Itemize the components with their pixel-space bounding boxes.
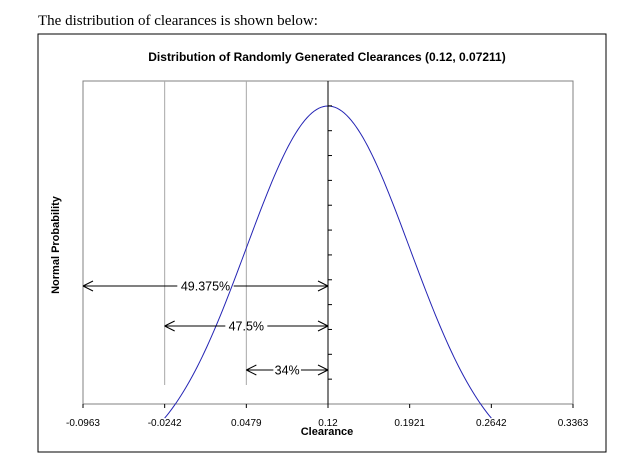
x-tick-label: 0.2642 bbox=[476, 418, 507, 429]
arrow-head bbox=[246, 369, 257, 376]
x-tick-label: 0.3363 bbox=[558, 418, 589, 429]
arrow-head bbox=[317, 325, 329, 332]
arrow-head bbox=[82, 280, 94, 287]
x-tick-label: -0.0242 bbox=[148, 418, 182, 429]
x-tick-label: 0.0479 bbox=[231, 418, 262, 429]
arrow-head bbox=[246, 364, 257, 371]
range-annotation-label: 47.5% bbox=[229, 320, 264, 334]
arrow-head bbox=[317, 364, 329, 371]
arrow-head bbox=[164, 325, 175, 332]
chart-frame bbox=[37, 33, 607, 453]
arrow-head bbox=[317, 280, 329, 287]
arrow-head bbox=[317, 369, 329, 376]
arrow-head bbox=[317, 285, 329, 292]
x-tick-label: 0.12 bbox=[318, 418, 338, 429]
arrow-head bbox=[317, 320, 329, 327]
intro-text: The distribution of clearances is shown … bbox=[38, 13, 318, 29]
x-tick-label: 0.1921 bbox=[394, 418, 425, 429]
chart-title: Distribution of Randomly Generated Clear… bbox=[148, 50, 505, 64]
y-axis-label: Normal Probability bbox=[50, 195, 62, 294]
arrow-head bbox=[164, 320, 175, 327]
range-annotation-label: 34% bbox=[275, 364, 300, 378]
arrow-head bbox=[82, 285, 94, 292]
range-annotation-label: 49.375% bbox=[181, 280, 230, 294]
x-tick-label: -0.0963 bbox=[66, 418, 100, 429]
range-annotation: 47.5% bbox=[164, 320, 329, 334]
range-annotation: 34% bbox=[246, 364, 329, 378]
range-annotation: 49.375% bbox=[82, 280, 329, 294]
x-axis-label: Clearance bbox=[301, 426, 354, 438]
